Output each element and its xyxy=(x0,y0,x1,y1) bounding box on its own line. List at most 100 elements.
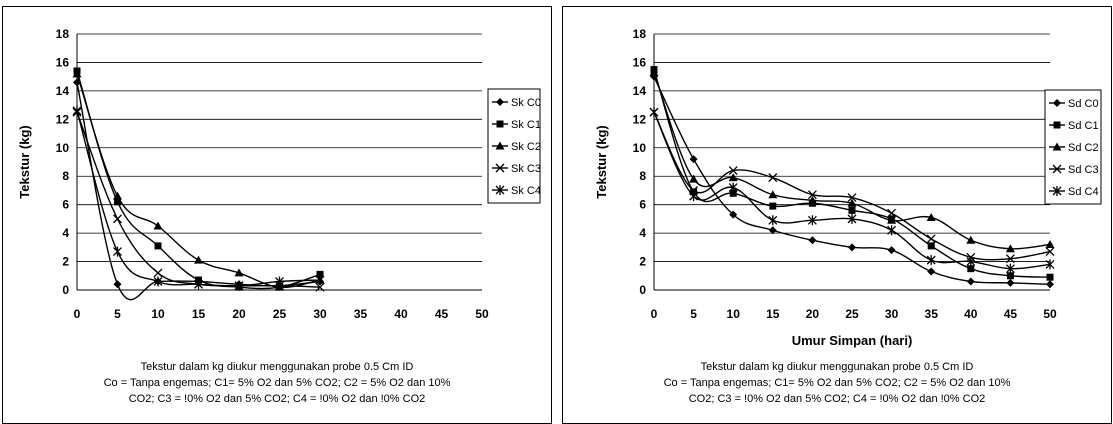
data-point xyxy=(887,225,897,236)
x-tick-label: 45 xyxy=(1004,307,1018,321)
x-tick-label: 40 xyxy=(964,307,978,321)
y-axis-title: Tekstur (kg) xyxy=(594,125,609,198)
data-point xyxy=(113,246,122,257)
legend-marker xyxy=(495,185,505,195)
x-tick-label: 40 xyxy=(394,307,408,321)
data-point xyxy=(768,215,778,226)
data-point xyxy=(848,206,856,214)
y-tick-label: 12 xyxy=(56,112,70,126)
x-tick-label: 50 xyxy=(1043,307,1057,321)
data-point xyxy=(769,202,777,210)
data-point xyxy=(234,268,244,277)
data-point xyxy=(315,282,325,292)
legend-marker xyxy=(495,141,505,150)
x-tick-label: 10 xyxy=(727,307,741,321)
legend-label: Sd C2 xyxy=(1068,142,1099,154)
series-line xyxy=(653,72,1051,250)
caption-line: Co = Tanpa engemas; C1= 5% O2 dan 5% CO2… xyxy=(103,377,451,389)
y-tick-label: 6 xyxy=(639,198,646,212)
data-point xyxy=(728,166,738,175)
y-axis-title: Tekstur (kg) xyxy=(17,125,32,198)
y-tick-label: 12 xyxy=(633,112,647,126)
caption-line: CO2; C3 = !0% O2 dan 5% CO2; C4 = !0% O2… xyxy=(128,393,426,405)
y-tick-label: 6 xyxy=(62,198,69,212)
data-point xyxy=(1005,254,1015,264)
data-point xyxy=(689,155,698,164)
data-point xyxy=(927,242,935,250)
chart-panel-left: 0 2 4 6 8 10 12 14 16 18 0 5 10 15 20 25 30 35 40 45 50 Tekst… xyxy=(2,6,552,424)
legend: Sd C0 Sd C1 Sd C2 Sd C3 Sd C4 xyxy=(1044,89,1102,205)
data-point xyxy=(768,190,778,199)
legend-label: Sk C3 xyxy=(511,163,541,175)
caption-line: Tekstur dalam kg diukur menggunakan prob… xyxy=(700,361,974,373)
y-tick-label: 14 xyxy=(633,84,647,98)
data-point xyxy=(729,210,738,219)
x-tick-label: 50 xyxy=(475,307,489,321)
data-point xyxy=(72,69,82,78)
x-tick-label: 15 xyxy=(766,307,780,321)
data-point xyxy=(808,236,817,245)
data-point xyxy=(275,276,284,287)
data-point xyxy=(847,213,857,224)
data-point xyxy=(1005,244,1015,253)
data-point xyxy=(234,280,244,291)
y-tick-label: 18 xyxy=(56,27,70,41)
y-tick-label: 16 xyxy=(633,55,647,69)
legend-marker xyxy=(1053,121,1061,129)
data-point xyxy=(689,191,699,202)
legend-label: Sd C4 xyxy=(1068,186,1099,198)
data-point xyxy=(113,191,122,200)
data-point xyxy=(153,221,163,230)
data-point xyxy=(154,242,162,250)
y-tick-label: 8 xyxy=(62,169,69,183)
x-tick-label: 5 xyxy=(690,307,697,321)
data-point xyxy=(768,226,777,235)
y-tick-label: 0 xyxy=(639,283,646,297)
line-chart-right: 0 2 4 6 8 10 12 14 16 18 0 5 10 15 20 25 30 35 40 45 50 Tekst… xyxy=(594,27,1102,348)
legend-label: Sk C1 xyxy=(511,119,541,131)
data-point xyxy=(113,214,122,224)
y-tick-label: 14 xyxy=(56,84,70,98)
legend-label: Sk C4 xyxy=(511,185,541,197)
data-point xyxy=(315,275,325,286)
legend-marker xyxy=(1052,164,1062,174)
data-point xyxy=(807,215,817,226)
data-point xyxy=(887,215,897,224)
data-point xyxy=(927,267,936,276)
data-point xyxy=(316,270,324,278)
y-tick-label: 10 xyxy=(633,141,647,155)
x-tick-label: 20 xyxy=(232,307,246,321)
data-point xyxy=(887,208,897,218)
data-point xyxy=(729,189,737,197)
data-point xyxy=(966,256,976,267)
data-point xyxy=(966,277,975,286)
y-tick-label: 2 xyxy=(639,255,646,269)
chart-panel-right: 0 2 4 6 8 10 12 14 16 18 0 5 10 15 20 25 30 35 40 45 50 Tekst… xyxy=(562,6,1112,424)
data-point xyxy=(847,198,857,207)
x-tick-label: 15 xyxy=(192,307,206,321)
data-point xyxy=(728,182,738,193)
data-point xyxy=(768,173,778,183)
data-point xyxy=(72,105,82,116)
x-tick-label: 35 xyxy=(354,307,368,321)
data-point xyxy=(114,198,121,206)
series-line xyxy=(653,111,1051,261)
legend-label: Sk C0 xyxy=(511,97,541,109)
data-point xyxy=(926,212,936,221)
data-point xyxy=(926,234,936,244)
data-point xyxy=(689,174,699,183)
y-tick-label: 8 xyxy=(639,169,646,183)
data-point xyxy=(1045,247,1055,257)
data-point xyxy=(1006,278,1015,287)
caption-line: Co = Tanpa engemas; C1= 5% O2 dan 5% CO2… xyxy=(663,377,1011,389)
series-line xyxy=(653,76,1051,286)
legend-marker xyxy=(495,163,505,173)
y-tick-label: 18 xyxy=(633,27,647,41)
data-point xyxy=(153,268,163,278)
data-point xyxy=(1005,263,1015,274)
y-tick-label: 16 xyxy=(56,55,70,69)
caption-line: Tekstur dalam kg diukur menggunakan prob… xyxy=(140,361,414,373)
x-tick-label: 45 xyxy=(435,307,449,321)
x-tick-label: 25 xyxy=(273,307,287,321)
x-tick-label: 5 xyxy=(114,307,121,321)
